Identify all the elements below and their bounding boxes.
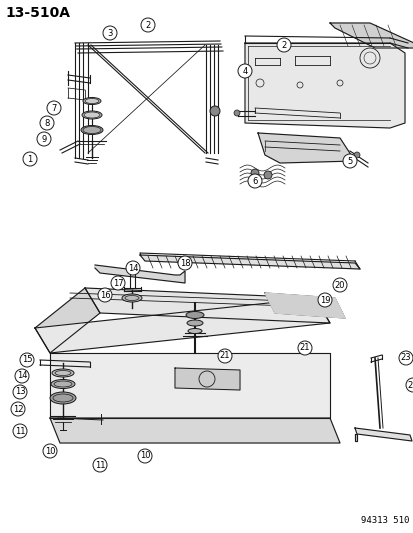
- Circle shape: [276, 38, 290, 52]
- Ellipse shape: [187, 320, 202, 326]
- Polygon shape: [354, 434, 356, 441]
- Circle shape: [247, 174, 261, 188]
- Text: 9: 9: [41, 134, 47, 143]
- Circle shape: [47, 101, 61, 115]
- Circle shape: [342, 154, 356, 168]
- Circle shape: [218, 349, 231, 363]
- Circle shape: [40, 116, 54, 130]
- Text: 21: 21: [299, 343, 309, 352]
- Text: 12: 12: [13, 405, 23, 414]
- Polygon shape: [354, 428, 411, 441]
- Circle shape: [353, 152, 359, 158]
- Ellipse shape: [122, 294, 142, 302]
- Text: 21: 21: [219, 351, 230, 360]
- Polygon shape: [35, 298, 329, 353]
- Text: 3: 3: [107, 28, 112, 37]
- Polygon shape: [257, 133, 354, 163]
- Text: 1: 1: [27, 155, 33, 164]
- Polygon shape: [95, 265, 185, 283]
- Text: 7: 7: [51, 103, 57, 112]
- Circle shape: [297, 341, 311, 355]
- Circle shape: [317, 293, 331, 307]
- Circle shape: [398, 351, 412, 365]
- Polygon shape: [50, 353, 329, 418]
- Circle shape: [111, 276, 125, 290]
- Circle shape: [237, 64, 252, 78]
- Circle shape: [209, 106, 219, 116]
- Text: 13-510A: 13-510A: [5, 6, 70, 20]
- Circle shape: [141, 18, 154, 32]
- Circle shape: [13, 385, 27, 399]
- Circle shape: [37, 132, 51, 146]
- Text: 17: 17: [112, 279, 123, 287]
- Circle shape: [13, 424, 27, 438]
- Text: 20: 20: [334, 280, 344, 289]
- Circle shape: [20, 353, 34, 367]
- Polygon shape: [264, 293, 344, 318]
- Text: 18: 18: [179, 259, 190, 268]
- Text: 5: 5: [347, 157, 352, 166]
- Text: 16: 16: [100, 290, 110, 300]
- Text: 19: 19: [319, 295, 330, 304]
- Ellipse shape: [83, 98, 101, 104]
- Text: 14: 14: [17, 372, 27, 381]
- Polygon shape: [140, 255, 359, 269]
- Text: 22: 22: [407, 381, 413, 390]
- Circle shape: [15, 369, 29, 383]
- Text: 4: 4: [242, 67, 247, 76]
- Ellipse shape: [51, 379, 75, 389]
- Circle shape: [332, 278, 346, 292]
- Circle shape: [263, 171, 271, 179]
- Text: 6: 6: [252, 176, 257, 185]
- Text: 2: 2: [281, 41, 286, 50]
- Circle shape: [126, 261, 140, 275]
- Text: 23: 23: [400, 353, 411, 362]
- Polygon shape: [244, 43, 404, 128]
- Circle shape: [11, 402, 25, 416]
- Polygon shape: [35, 288, 100, 353]
- Text: 10: 10: [140, 451, 150, 461]
- Circle shape: [138, 449, 152, 463]
- Text: 8: 8: [44, 118, 50, 127]
- Polygon shape: [50, 418, 339, 443]
- Text: 10: 10: [45, 447, 55, 456]
- Ellipse shape: [82, 111, 102, 119]
- Circle shape: [405, 378, 413, 392]
- Circle shape: [178, 256, 192, 270]
- Text: 14: 14: [128, 263, 138, 272]
- Polygon shape: [329, 23, 413, 48]
- Text: 11: 11: [95, 461, 105, 470]
- Circle shape: [43, 444, 57, 458]
- Polygon shape: [175, 368, 240, 390]
- Text: 11: 11: [15, 426, 25, 435]
- Ellipse shape: [50, 392, 76, 404]
- Circle shape: [233, 110, 240, 116]
- Circle shape: [103, 26, 117, 40]
- Circle shape: [250, 169, 259, 177]
- Text: 15: 15: [22, 356, 32, 365]
- Text: 13: 13: [14, 387, 25, 397]
- Ellipse shape: [81, 125, 103, 134]
- Polygon shape: [85, 288, 329, 323]
- Ellipse shape: [185, 311, 204, 319]
- Text: 2: 2: [145, 20, 150, 29]
- Circle shape: [23, 152, 37, 166]
- Ellipse shape: [52, 369, 74, 377]
- Circle shape: [93, 458, 107, 472]
- Circle shape: [98, 288, 112, 302]
- Ellipse shape: [188, 328, 202, 334]
- Text: 94313 510: 94313 510: [360, 516, 408, 525]
